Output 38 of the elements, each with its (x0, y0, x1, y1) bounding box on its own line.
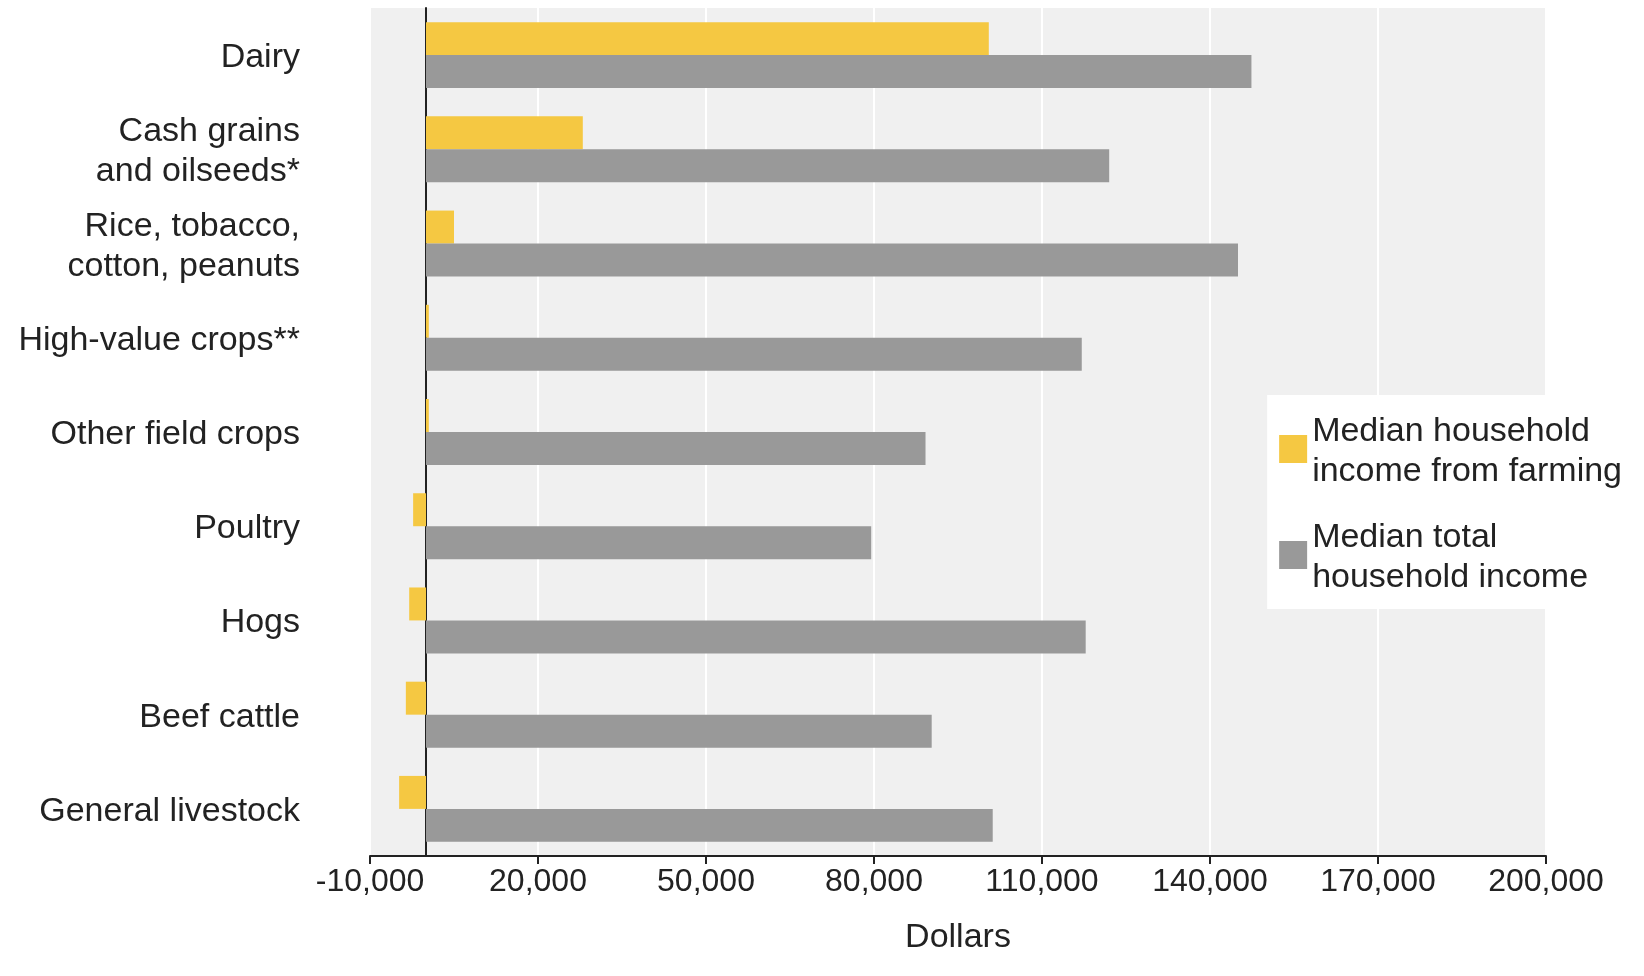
y-tick-label: Other field crops (50, 413, 300, 451)
bar (426, 55, 1252, 89)
x-tick-label: 80,000 (825, 862, 923, 898)
legend-label: Median household income from farming (1312, 410, 1623, 488)
y-tick-label: General livestock (39, 789, 301, 828)
bar (426, 210, 454, 244)
bar (413, 493, 426, 527)
bar (426, 399, 429, 432)
y-tick-label: High-value crops** (18, 318, 300, 357)
bar (405, 681, 426, 715)
y-tick-label: Hogs (220, 601, 300, 640)
y-tick-label: Rice, tobacco, cotton, peanuts (67, 204, 300, 283)
bar (426, 149, 1110, 183)
bar (426, 808, 993, 842)
bar (426, 714, 932, 748)
legend-label: Median total household income (1312, 516, 1589, 594)
x-tick-label: 170,000 (1320, 862, 1436, 898)
bar (426, 526, 872, 560)
y-tick-label: Dairy (220, 36, 300, 75)
x-tick-label: 20,000 (489, 862, 587, 898)
x-tick-label: -10,000 (315, 862, 425, 898)
x-tick-label: 50,000 (657, 862, 755, 898)
bar (426, 304, 429, 338)
bar (426, 432, 926, 465)
x-tick-label: 140,000 (1152, 862, 1268, 898)
x-tick-label: 200,000 (1488, 862, 1604, 898)
bar (426, 620, 1086, 654)
y-tick-label: Poultry (194, 507, 300, 546)
x-axis-title: Dollars (905, 916, 1011, 954)
bar (426, 22, 989, 56)
y-tick-label: Beef cattle (139, 695, 300, 734)
y-tick-label: Cash grains and oilseeds* (95, 110, 300, 189)
x-tick-label: 110,000 (985, 862, 1099, 898)
bar (426, 337, 1082, 371)
bar (426, 243, 1238, 277)
bar (426, 116, 583, 150)
bar (399, 775, 426, 809)
bar (409, 587, 426, 621)
